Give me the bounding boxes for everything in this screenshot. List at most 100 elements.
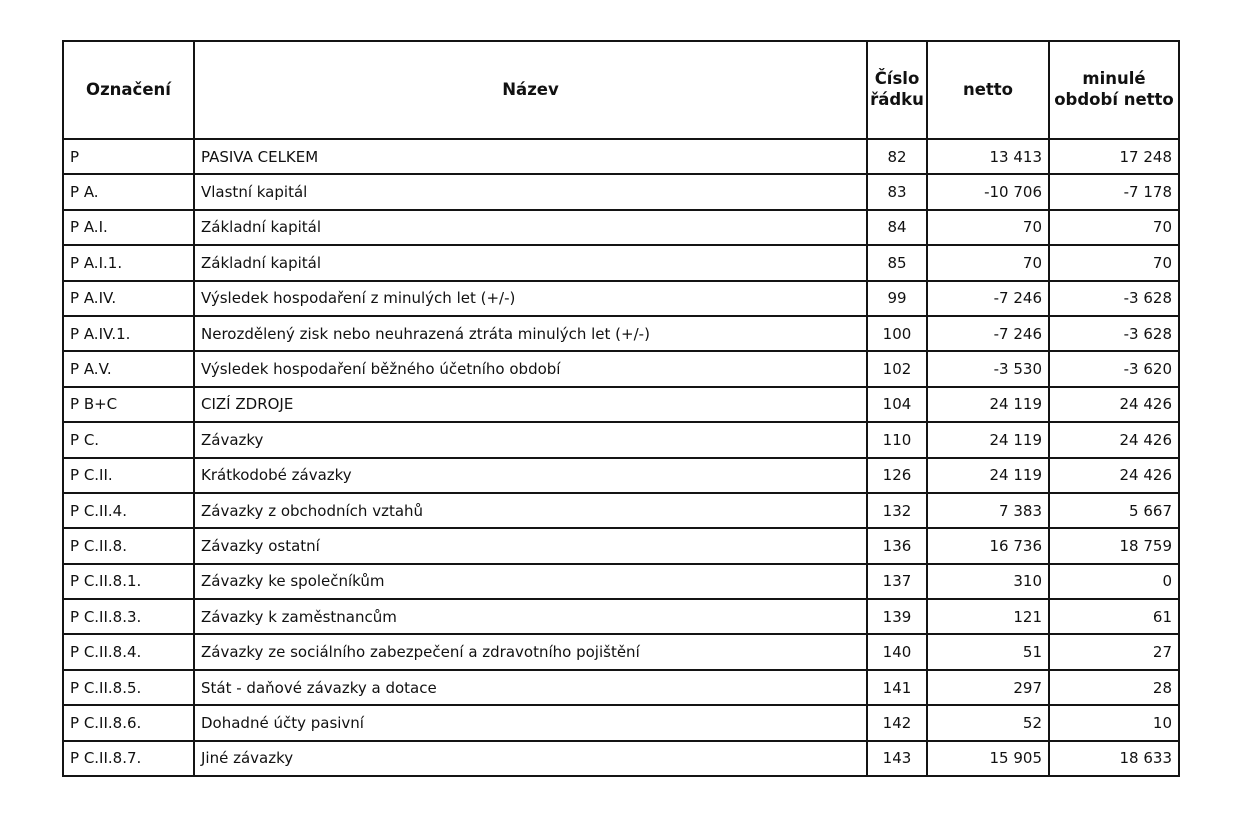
cell-previous-period-netto: 10 — [1048, 704, 1180, 742]
cell-previous-period-netto: 70 — [1048, 244, 1180, 282]
cell-designation: P C.II.8.6. — [62, 704, 195, 742]
cell-line-number: 141 — [866, 668, 928, 707]
table-row: P C. Závazky 110 24 119 24 426 — [62, 421, 1180, 459]
table-row: P A.I. Základní kapitál 84 70 70 — [62, 208, 1180, 247]
cell-previous-period-netto: -3 628 — [1048, 314, 1180, 353]
cell-line-number: 137 — [866, 562, 928, 601]
cell-line-number: 83 — [866, 173, 928, 211]
col-header-minule-obdobi-netto: minulé období netto — [1048, 40, 1180, 140]
cell-name: Výsledek hospodaření z minulých let (+/-… — [193, 279, 868, 317]
header-row: Označení Název Číslo řádku netto minulé … — [62, 40, 1180, 140]
cell-designation: P C.II.8.4. — [62, 633, 195, 671]
cell-netto: -7 246 — [926, 279, 1050, 317]
cell-previous-period-netto: 70 — [1048, 208, 1180, 247]
cell-designation: P C.II.8. — [62, 527, 195, 565]
cell-designation: P C.II.8.7. — [62, 739, 195, 778]
cell-netto: 16 736 — [926, 527, 1050, 565]
table-row: P A.I.1. Základní kapitál 85 70 70 — [62, 244, 1180, 282]
cell-line-number: 99 — [866, 279, 928, 317]
col-header-oznaceni: Označení — [62, 40, 195, 140]
cell-designation: P A.I. — [62, 208, 195, 247]
cell-previous-period-netto: -3 620 — [1048, 350, 1180, 388]
cell-netto: 297 — [926, 668, 1050, 707]
cell-name: Krátkodobé závazky — [193, 456, 868, 494]
col-header-cislo-radku: Číslo řádku — [866, 40, 928, 140]
cell-previous-period-netto: 61 — [1048, 598, 1180, 636]
col-header-nazev: Název — [193, 40, 868, 140]
cell-designation: P A.IV.1. — [62, 314, 195, 353]
cell-netto: 51 — [926, 633, 1050, 671]
cell-name: Dohadné účty pasivní — [193, 704, 868, 742]
cell-line-number: 143 — [866, 739, 928, 778]
cell-line-number: 139 — [866, 598, 928, 636]
table-row: P PASIVA CELKEM 82 13 413 17 248 — [62, 137, 1180, 176]
table-row: P A.V. Výsledek hospodaření běžného účet… — [62, 350, 1180, 388]
cell-name: Stát - daňové závazky a dotace — [193, 668, 868, 707]
cell-name: Závazky z obchodních vztahů — [193, 491, 868, 530]
cell-name: Nerozdělený zisk nebo neuhrazená ztráta … — [193, 314, 868, 353]
cell-netto: 121 — [926, 598, 1050, 636]
cell-previous-period-netto: 27 — [1048, 633, 1180, 671]
cell-previous-period-netto: 28 — [1048, 668, 1180, 707]
cell-designation: P — [62, 137, 195, 176]
cell-designation: P C.II.4. — [62, 491, 195, 530]
cell-name: Závazky k zaměstnancům — [193, 598, 868, 636]
cell-line-number: 102 — [866, 350, 928, 388]
cell-name: Závazky ze sociálního zabezpečení a zdra… — [193, 633, 868, 671]
cell-previous-period-netto: 5 667 — [1048, 491, 1180, 530]
cell-netto: 24 119 — [926, 421, 1050, 459]
cell-designation: P A.I.1. — [62, 244, 195, 282]
cell-netto: 24 119 — [926, 456, 1050, 494]
cell-line-number: 100 — [866, 314, 928, 353]
cell-name: Vlastní kapitál — [193, 173, 868, 211]
cell-previous-period-netto: 18 633 — [1048, 739, 1180, 778]
balance-sheet-table: Označení Název Číslo řádku netto minulé … — [62, 40, 1180, 778]
table-row: P C.II.8. Závazky ostatní 136 16 736 18 … — [62, 527, 1180, 565]
cell-line-number: 132 — [866, 491, 928, 530]
cell-netto: 52 — [926, 704, 1050, 742]
table-row: P C.II.8.4. Závazky ze sociálního zabezp… — [62, 633, 1180, 671]
table-row: P C.II.8.6. Dohadné účty pasivní 142 52 … — [62, 704, 1180, 742]
cell-designation: P A.V. — [62, 350, 195, 388]
table-row: P C.II.8.7. Jiné závazky 143 15 905 18 6… — [62, 739, 1180, 778]
cell-previous-period-netto: 0 — [1048, 562, 1180, 601]
cell-line-number: 104 — [866, 385, 928, 424]
cell-name: Výsledek hospodaření běžného účetního ob… — [193, 350, 868, 388]
cell-designation: P C.II.8.1. — [62, 562, 195, 601]
cell-name: Závazky ostatní — [193, 527, 868, 565]
col-header-netto: netto — [926, 40, 1050, 140]
cell-previous-period-netto: 24 426 — [1048, 456, 1180, 494]
cell-designation: P B+C — [62, 385, 195, 424]
cell-name: Základní kapitál — [193, 208, 868, 247]
cell-netto: -3 530 — [926, 350, 1050, 388]
cell-line-number: 110 — [866, 421, 928, 459]
table-row: P C.II.8.5. Stát - daňové závazky a dota… — [62, 668, 1180, 707]
cell-previous-period-netto: -7 178 — [1048, 173, 1180, 211]
cell-designation: P C.II.8.3. — [62, 598, 195, 636]
cell-name: Závazky — [193, 421, 868, 459]
cell-designation: P A.IV. — [62, 279, 195, 317]
table-row: P B+C CIZÍ ZDROJE 104 24 119 24 426 — [62, 385, 1180, 424]
cell-designation: P A. — [62, 173, 195, 211]
cell-netto: -10 706 — [926, 173, 1050, 211]
cell-name: Jiné závazky — [193, 739, 868, 778]
cell-name: Základní kapitál — [193, 244, 868, 282]
cell-line-number: 84 — [866, 208, 928, 247]
table-row: P C.II. Krátkodobé závazky 126 24 119 24… — [62, 456, 1180, 494]
cell-previous-period-netto: 24 426 — [1048, 421, 1180, 459]
cell-name: CIZÍ ZDROJE — [193, 385, 868, 424]
cell-netto: 24 119 — [926, 385, 1050, 424]
cell-designation: P C.II. — [62, 456, 195, 494]
cell-designation: P C.II.8.5. — [62, 668, 195, 707]
table-row: P C.II.4. Závazky z obchodních vztahů 13… — [62, 491, 1180, 530]
cell-line-number: 136 — [866, 527, 928, 565]
cell-line-number: 140 — [866, 633, 928, 671]
cell-line-number: 142 — [866, 704, 928, 742]
cell-previous-period-netto: 18 759 — [1048, 527, 1180, 565]
cell-line-number: 126 — [866, 456, 928, 494]
table-row: P A. Vlastní kapitál 83 -10 706 -7 178 — [62, 173, 1180, 211]
table-row: P A.IV. Výsledek hospodaření z minulých … — [62, 279, 1180, 317]
table-row: P C.II.8.1. Závazky ke společníkům 137 3… — [62, 562, 1180, 601]
cell-previous-period-netto: 17 248 — [1048, 137, 1180, 176]
